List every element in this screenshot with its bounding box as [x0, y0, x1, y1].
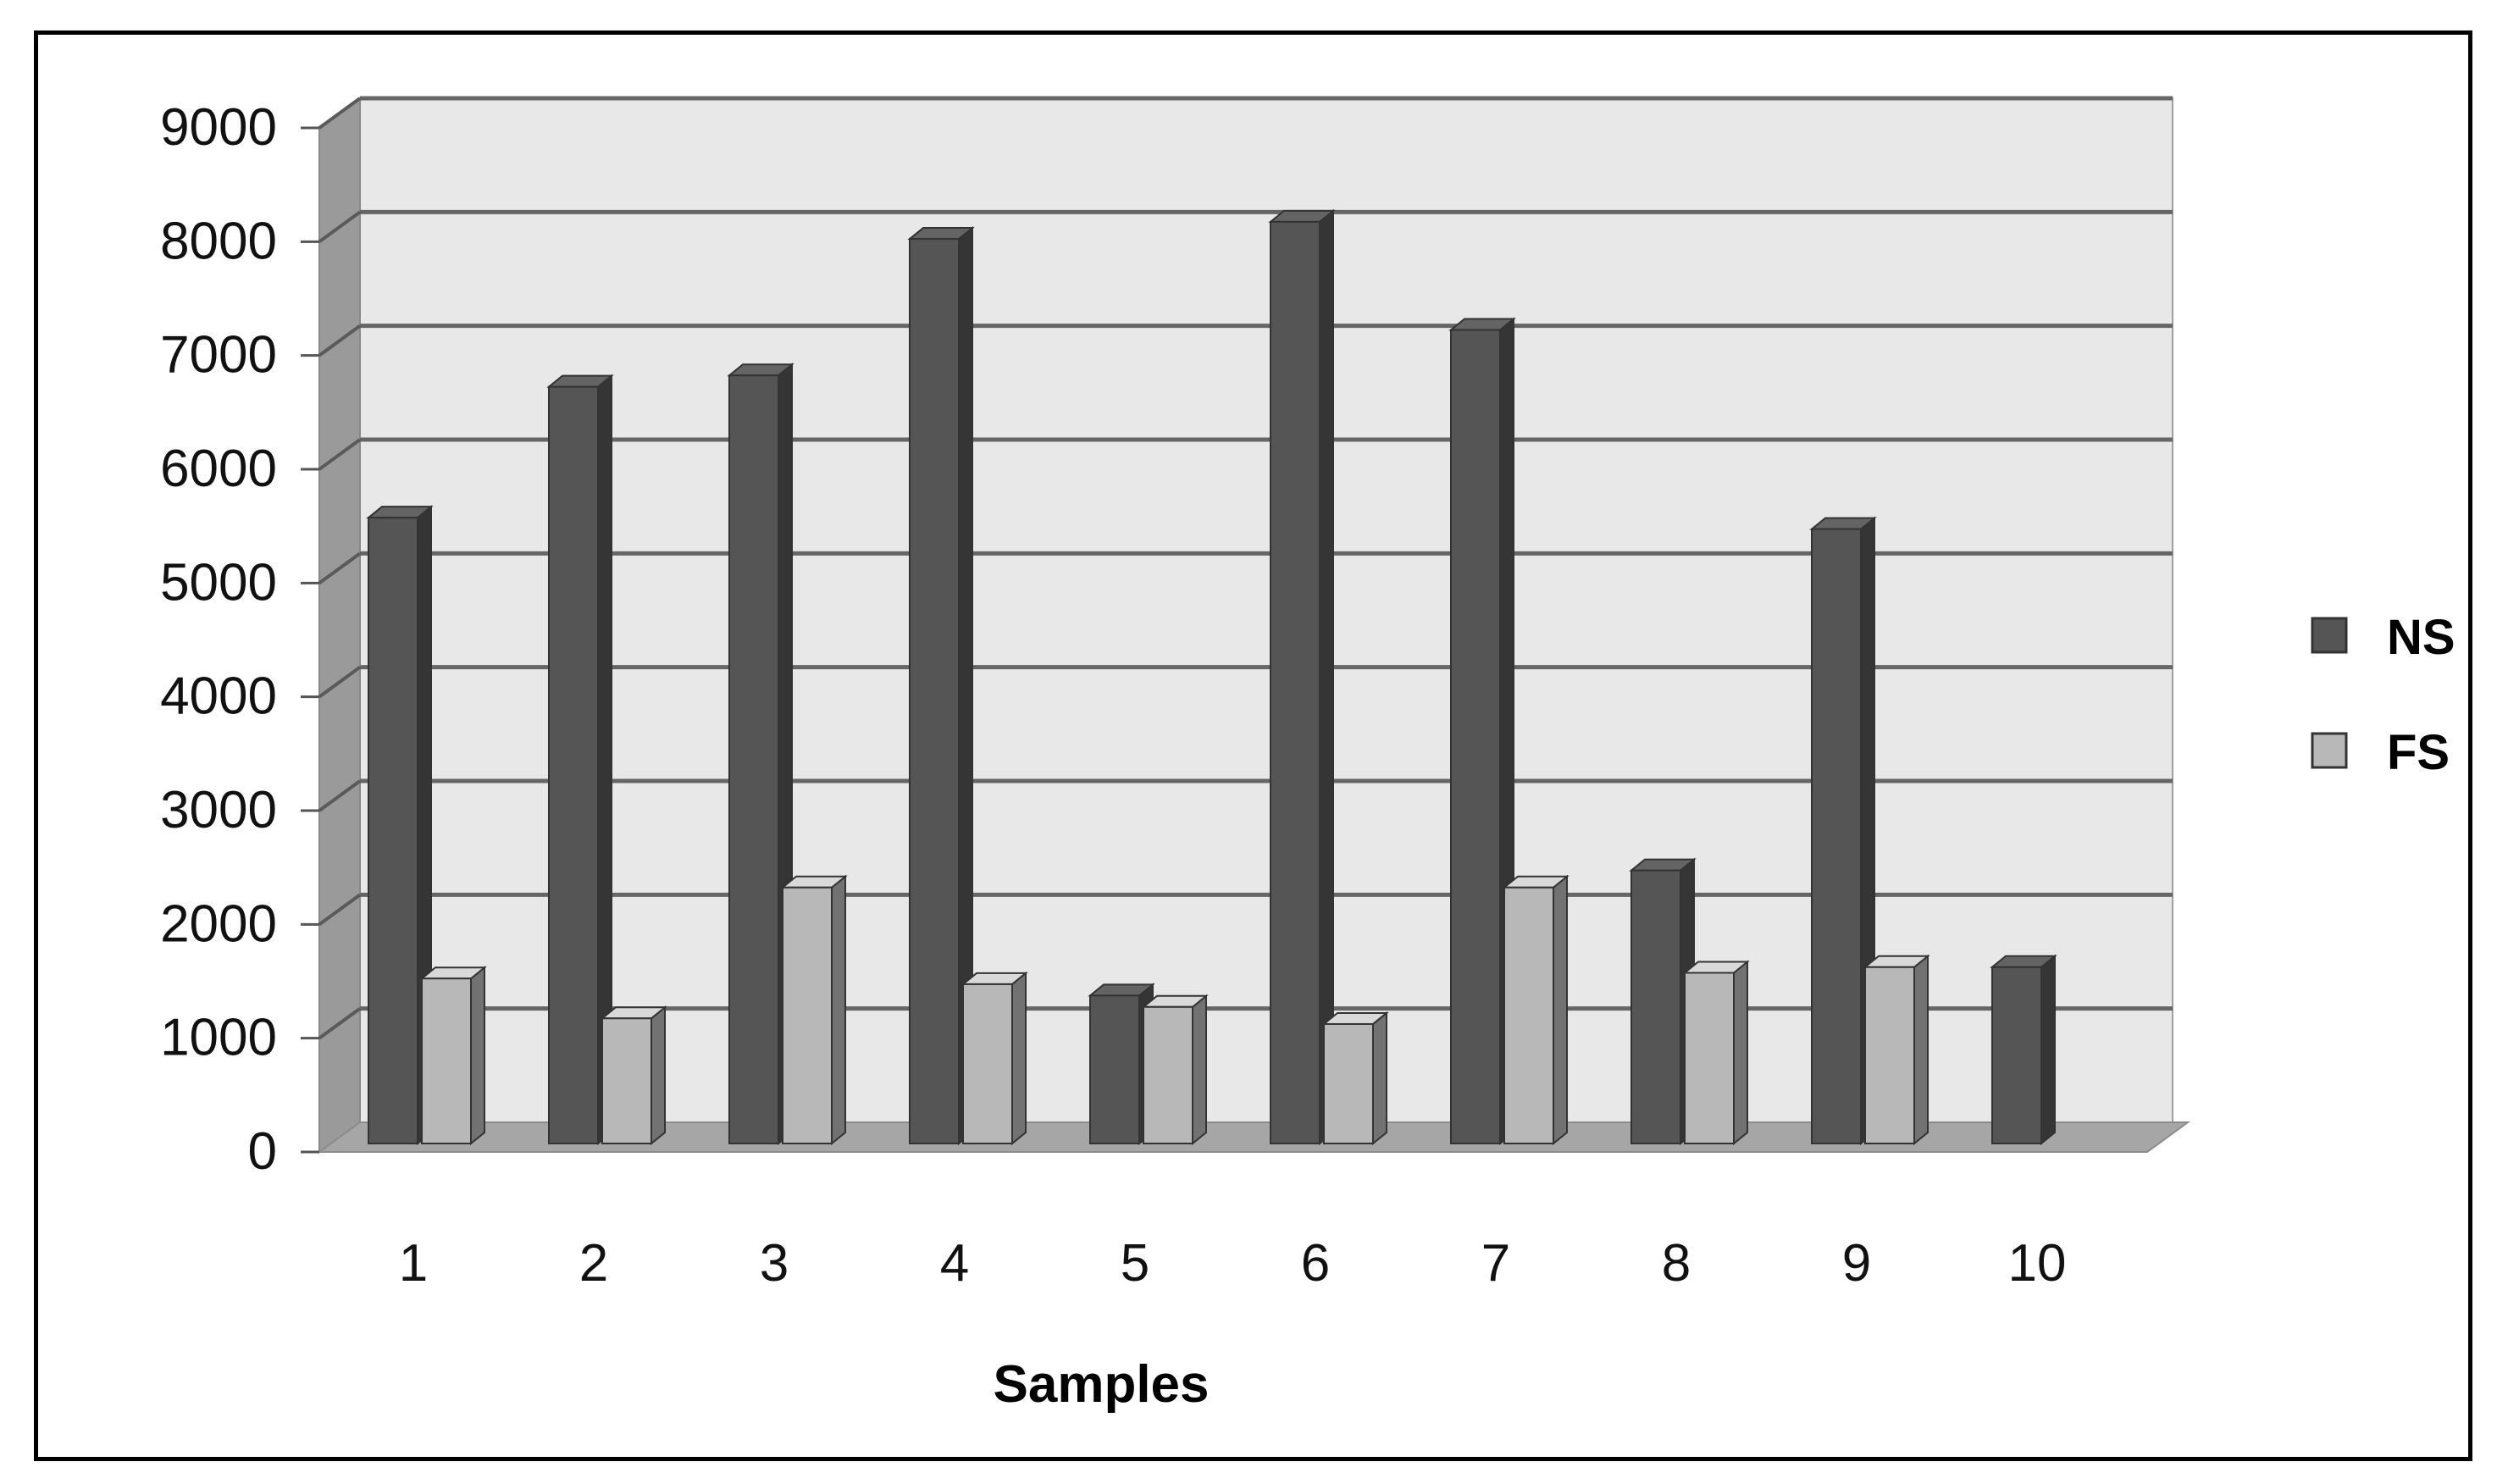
- y-axis-ticks: 0 1000 2000 3000 4000 5000 6000 7000 8000 9000: [160, 98, 319, 1181]
- gridline-side: [318, 210, 362, 243]
- bar-fs-6: [1321, 1011, 1389, 1146]
- y-tick-label: 2000: [160, 894, 277, 953]
- bar-front: [548, 385, 599, 1144]
- bar-front: [601, 1017, 652, 1144]
- bar-front: [1143, 1005, 1193, 1145]
- bar-fs-5: [1141, 994, 1209, 1146]
- bar-side: [1192, 994, 1207, 1146]
- x-tick-label: 8: [1662, 1234, 1691, 1293]
- y-tick-label: 0: [248, 1122, 277, 1181]
- bar-front: [1503, 886, 1554, 1144]
- x-axis-title: Samples: [993, 1355, 1209, 1414]
- y-tick-label: 9000: [160, 98, 277, 157]
- bar-front: [1991, 966, 2042, 1144]
- bar-fs-9: [1863, 954, 1930, 1146]
- gridline-side: [318, 438, 362, 471]
- bar-ns-10: [1990, 954, 2057, 1146]
- y-tick-label: 3000: [160, 781, 277, 839]
- legend-label: NS: [2387, 610, 2455, 665]
- bar-front: [1811, 528, 1862, 1144]
- legend-swatch: [2311, 732, 2348, 769]
- bar-front: [1630, 869, 1681, 1144]
- bar-fs-1: [419, 966, 487, 1146]
- bar-front: [1270, 220, 1320, 1144]
- gridline-side: [318, 1007, 362, 1040]
- x-tick-label: 10: [2008, 1234, 2067, 1293]
- bar-front: [421, 977, 472, 1145]
- gridline-side: [318, 97, 362, 130]
- bar-front: [1089, 994, 1140, 1145]
- bars: [366, 208, 2057, 1146]
- legend-label: FS: [2387, 725, 2450, 780]
- x-tick-label: 5: [1121, 1234, 1149, 1293]
- x-tick-label: 2: [579, 1234, 608, 1293]
- bar-fs-4: [961, 971, 1028, 1146]
- bar-front: [368, 517, 418, 1144]
- y-tick-label: 5000: [160, 553, 277, 612]
- y-tick-label: 1000: [160, 1009, 277, 1067]
- bar-side: [1913, 954, 1929, 1146]
- y-tick-label: 6000: [160, 440, 277, 498]
- bar-front: [1323, 1022, 1374, 1144]
- gridline-side: [318, 893, 362, 926]
- x-tick-label: 9: [1842, 1234, 1871, 1293]
- bar-side: [1319, 208, 1334, 1146]
- bar-front: [1864, 966, 1915, 1144]
- x-axis-ticks: 1 2 3 4 5 6 7 8 9 10: [399, 1234, 2067, 1293]
- bar-side: [651, 1005, 666, 1146]
- bar-side: [1011, 971, 1027, 1146]
- bar-fs-3: [780, 874, 848, 1146]
- bar-fs-8: [1682, 960, 1750, 1146]
- side-wall: [318, 97, 361, 1154]
- bar-side: [831, 874, 846, 1146]
- bar-fs-2: [600, 1005, 667, 1146]
- gridline-side: [318, 551, 362, 584]
- bar-ns-6: [1268, 208, 1336, 1146]
- bar-side: [2040, 954, 2056, 1146]
- gridline-side: [318, 779, 362, 812]
- y-tick-label: 4000: [160, 667, 277, 726]
- bar-ns-4: [907, 225, 975, 1146]
- bar-ns-1: [366, 505, 434, 1146]
- x-tick-label: 1: [399, 1234, 428, 1293]
- bar-front: [1450, 329, 1501, 1144]
- x-tick-label: 3: [760, 1234, 789, 1293]
- x-tick-label: 6: [1301, 1234, 1330, 1293]
- bar-side: [1733, 960, 1748, 1146]
- legend-swatch: [2311, 617, 2348, 654]
- bar-front: [962, 983, 1013, 1145]
- x-tick-label: 7: [1481, 1234, 1510, 1293]
- x-tick-label: 4: [940, 1234, 969, 1293]
- bar-side: [1372, 1011, 1387, 1146]
- y-tick-label: 7000: [160, 326, 277, 385]
- bar-front: [728, 374, 779, 1144]
- y-tick-label: 8000: [160, 212, 277, 270]
- gridline-side: [318, 666, 362, 699]
- bar-fs-7: [1502, 874, 1570, 1146]
- bar-front: [782, 886, 833, 1144]
- gridline-side: [318, 324, 362, 357]
- bar-front: [1684, 972, 1735, 1144]
- bar-side: [470, 966, 485, 1146]
- bar-side: [1553, 874, 1568, 1146]
- bar-ns-2: [546, 374, 614, 1146]
- bar-front: [909, 238, 960, 1144]
- legend: NS FS: [2311, 610, 2455, 780]
